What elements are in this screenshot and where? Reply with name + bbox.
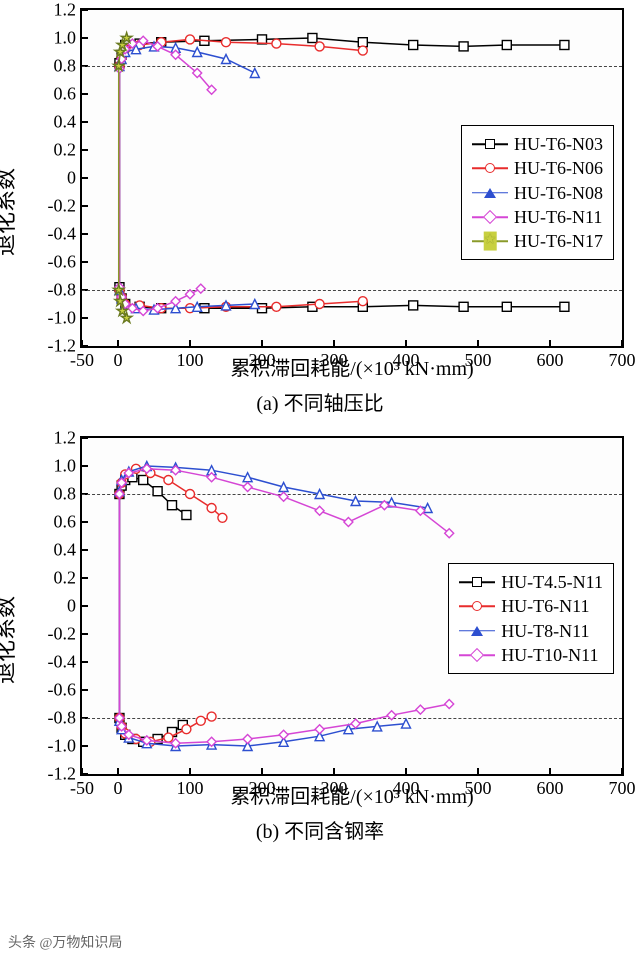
ytick: -1.0 [48, 308, 77, 329]
legend-swatch [472, 210, 508, 224]
legend: HU-T4.5-N11HU-T6-N11HU-T8-N11HU-T10-N11 [448, 563, 614, 674]
xtick: 600 [537, 778, 564, 799]
legend-swatch [459, 624, 495, 638]
panel-a: 退化系数 -1.2-1.0-0.8-0.6-0.4-0.200.20.40.60… [8, 8, 632, 416]
caption-a: (a) 不同轴压比 [8, 387, 632, 416]
ytick: -0.2 [48, 624, 77, 645]
legend-swatch [459, 575, 495, 589]
caption-b: (b) 不同含钢率 [8, 815, 632, 844]
xtick: 500 [465, 350, 492, 371]
legend-row: HU-T4.5-N11 [459, 570, 603, 594]
ytick: -0.4 [48, 652, 77, 673]
xtick: 300 [321, 778, 348, 799]
legend-swatch [472, 161, 508, 175]
legend-label: HU-T6-N17 [514, 229, 603, 253]
plotbox-b: -1.2-1.0-0.8-0.6-0.4-0.200.20.40.60.81.0… [80, 436, 624, 776]
legend-label: HU-T6-N03 [514, 132, 603, 156]
legend-swatch [472, 137, 508, 151]
ytick: 1.2 [54, 0, 77, 21]
legend-row: ★ HU-T6-N17 [472, 229, 603, 253]
legend-row: HU-T6-N03 [472, 132, 603, 156]
plot-outer-a: -1.2-1.0-0.8-0.6-0.4-0.200.20.40.60.81.0… [80, 8, 624, 381]
legend-label: HU-T6-N11 [514, 205, 602, 229]
ytick: 1.2 [54, 428, 77, 449]
legend-swatch [459, 648, 495, 662]
xtick: 200 [249, 778, 276, 799]
ytick: -0.6 [48, 252, 77, 273]
legend-row: HU-T8-N11 [459, 619, 603, 643]
legend-row: HU-T6-N06 [472, 156, 603, 180]
ytick: -0.8 [48, 708, 77, 729]
ytick: 0.2 [54, 140, 77, 161]
legend-label: HU-T8-N11 [501, 619, 589, 643]
ytick: -0.8 [48, 280, 77, 301]
ylabel-b: 退化系数 [0, 596, 20, 684]
legend-row: HU-T6-N11 [459, 594, 603, 618]
plot-outer-b: -1.2-1.0-0.8-0.6-0.4-0.200.20.40.60.81.0… [80, 436, 624, 809]
legend-label: HU-T10-N11 [501, 643, 598, 667]
legend-swatch: ★ [472, 234, 508, 248]
panel-b: 退化系数 -1.2-1.0-0.8-0.6-0.4-0.200.20.40.60… [8, 436, 632, 844]
xtick: -50 [70, 350, 94, 371]
legend-label: HU-T6-N06 [514, 156, 603, 180]
ylabel-a: 退化系数 [0, 168, 20, 256]
ytick: -1.0 [48, 736, 77, 757]
ytick: 0.4 [54, 112, 77, 133]
xtick: 600 [537, 350, 564, 371]
ytick: -0.6 [48, 680, 77, 701]
xtick: 100 [177, 350, 204, 371]
xtick: 300 [321, 350, 348, 371]
xtick: 100 [177, 778, 204, 799]
xtick: -50 [70, 778, 94, 799]
legend-label: HU-T4.5-N11 [501, 570, 603, 594]
xtick: 0 [114, 778, 123, 799]
xtick: 500 [465, 778, 492, 799]
ytick: 0.2 [54, 568, 77, 589]
legend: HU-T6-N03HU-T6-N06HU-T6-N08HU-T6-N11 ★ HU-… [461, 125, 614, 260]
ytick: 1.0 [54, 28, 77, 49]
xtick: 700 [609, 778, 636, 799]
legend-swatch [472, 186, 508, 200]
xtick: 200 [249, 350, 276, 371]
legend-row: HU-T10-N11 [459, 643, 603, 667]
legend-label: HU-T6-N11 [501, 594, 589, 618]
ytick: 0.8 [54, 484, 77, 505]
xtick: 0 [114, 350, 123, 371]
legend-row: HU-T6-N08 [472, 181, 603, 205]
xtick: 400 [393, 778, 420, 799]
footer-credit: 头条 @万物知识局 [8, 932, 122, 952]
ytick: 0.6 [54, 512, 77, 533]
legend-label: HU-T6-N08 [514, 181, 603, 205]
xtick: 400 [393, 350, 420, 371]
ytick: 0 [67, 168, 76, 189]
ytick: 0.8 [54, 56, 77, 77]
legend-swatch [459, 599, 495, 613]
ytick: 0.6 [54, 84, 77, 105]
ytick: 1.0 [54, 456, 77, 477]
ytick: -0.2 [48, 196, 77, 217]
ytick: 0.4 [54, 540, 77, 561]
plotbox-a: -1.2-1.0-0.8-0.6-0.4-0.200.20.40.60.81.0… [80, 8, 624, 348]
xtick: 700 [609, 350, 636, 371]
ytick: 0 [67, 596, 76, 617]
legend-row: HU-T6-N11 [472, 205, 603, 229]
ytick: -0.4 [48, 224, 77, 245]
